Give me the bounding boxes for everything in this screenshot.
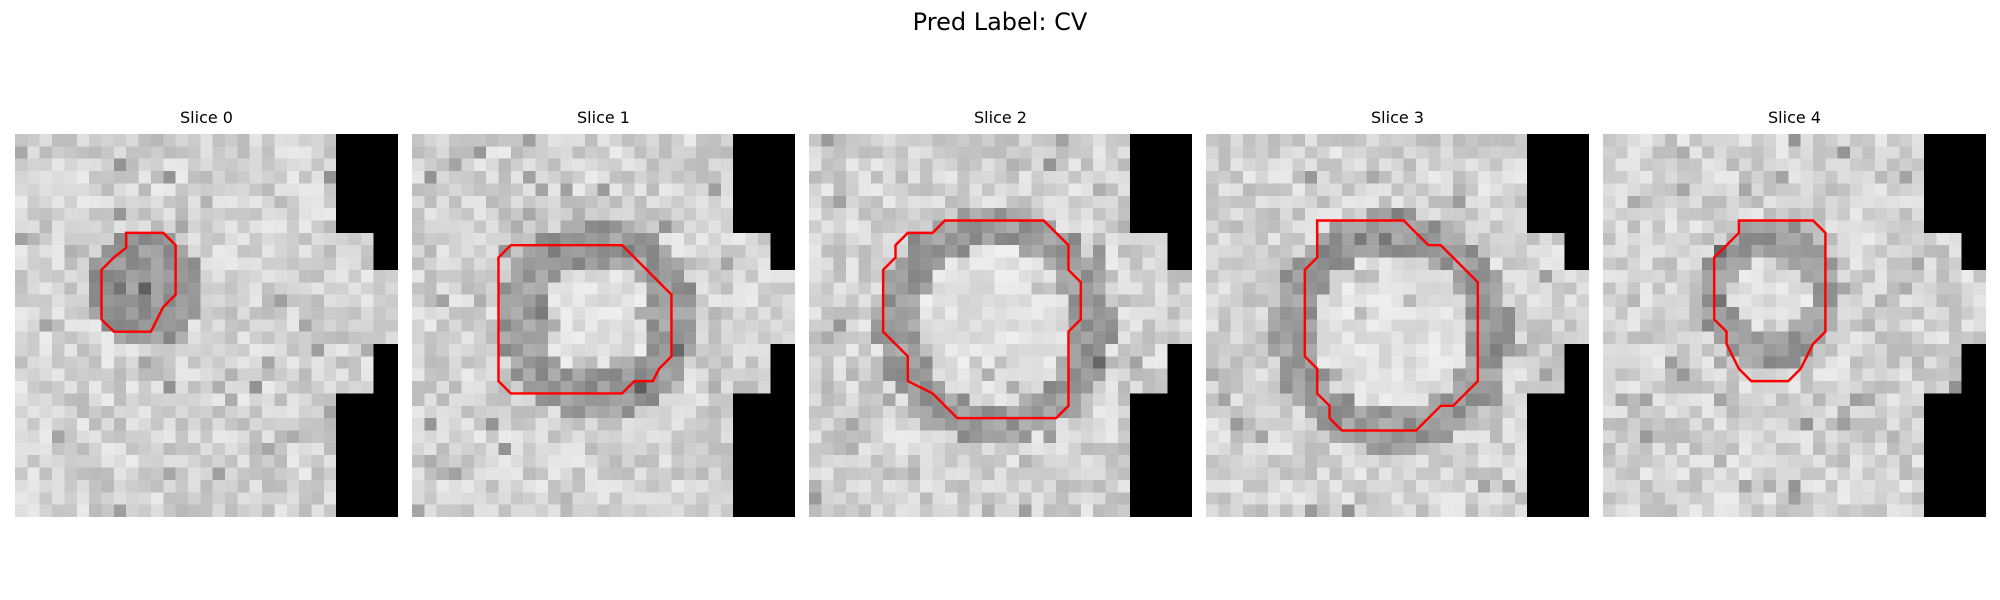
slice-title-1: Slice 1 [577,108,630,127]
pixel-grid [1603,134,1986,517]
slice-image-0 [15,134,398,517]
slice-title-4: Slice 4 [1768,108,1821,127]
pixel-grid [412,134,795,517]
segmentation-contour [1303,219,1480,432]
segmentation-contour [100,231,177,333]
slice-image-3 [1206,134,1589,517]
slice-image-2 [809,134,1192,517]
slice-panel-4: Slice 4 [1603,108,1986,522]
slice-image-1 [412,134,795,517]
pixel-grid [15,134,398,517]
figure-title: Pred Label: CV [912,8,1088,36]
slice-image-4 [1603,134,1986,517]
slice-title-0: Slice 0 [180,108,233,127]
slice-panel-2: Slice 2 [809,108,1192,522]
pixel-grid [809,134,1192,517]
slice-title-2: Slice 2 [974,108,1027,127]
slice-title-3: Slice 3 [1371,108,1424,127]
segmentation-contour [497,243,673,395]
pixel-grid [1206,134,1589,517]
segmentation-contour [881,219,1083,420]
segmentation-contour [1712,219,1827,383]
slice-panel-0: Slice 0 [15,108,398,522]
slice-panel-1: Slice 1 [412,108,795,522]
slice-panel-3: Slice 3 [1206,108,1589,522]
